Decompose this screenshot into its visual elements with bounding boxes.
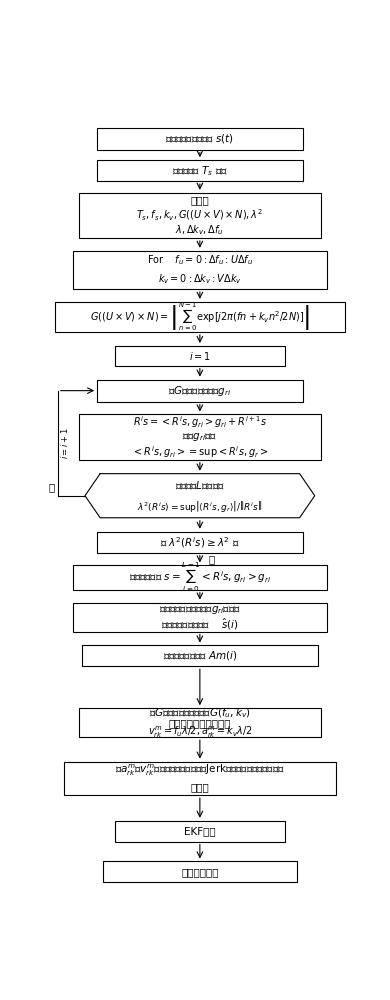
Text: $v_{rk}^m = f_u\lambda/2, a_{rk}^m = k_v\lambda/2$: $v_{rk}^m = f_u\lambda/2, a_{rk}^m = k_v…: [148, 725, 252, 740]
Text: 搜索最大峰値坐标 $Am(i)$: 搜索最大峰値坐标 $Am(i)$: [163, 649, 237, 662]
Text: $\lambda^2(R^i s) = \sup \left|\langle R^i s, g_r\rangle\right|/\left\|R^i s\rig: $\lambda^2(R^i s) = \sup \left|\langle R…: [137, 499, 262, 514]
FancyBboxPatch shape: [79, 193, 321, 238]
Text: 否: 否: [48, 482, 55, 492]
Text: $R^i s = < R^i s, g_{ri} > g_{ri} + R^{i+1} s$: $R^i s = < R^i s, g_{ri} > g_{ri} + R^{i…: [133, 414, 267, 430]
Text: 是: 是: [209, 554, 215, 564]
Text: $i = 1$: $i = 1$: [189, 350, 211, 362]
Text: 当 $\lambda^2(R^i s) \geq \lambda^2$ 时: 当 $\lambda^2(R^i s) \geq \lambda^2$ 时: [160, 535, 240, 550]
Text: 计算出所有匹配的原子$g_{ri}$得到信: 计算出所有匹配的原子$g_{ri}$得到信: [159, 604, 241, 616]
FancyBboxPatch shape: [97, 128, 303, 150]
Text: 将$a_{rk}^m$和$v_{rk}^m$送到数据处理机，采用Jerk模型，确定状态方程和量: 将$a_{rk}^m$和$v_{rk}^m$送到数据处理机，采用Jerk模型，确…: [115, 762, 285, 778]
FancyBboxPatch shape: [115, 821, 285, 842]
FancyBboxPatch shape: [73, 603, 327, 632]
Text: EKF算法: EKF算法: [184, 826, 216, 836]
Text: 测方程: 测方程: [190, 782, 209, 792]
Text: $G\left((U\times V)\times N\right) = \left|\sum_{n=0}^{N-1}\exp[j2\pi(fn + k_v n: $G\left((U\times V)\times N\right) = \le…: [90, 301, 310, 333]
Text: 号的稀疏分解能量图    $\hat{s}(i)$: 号的稀疏分解能量图 $\hat{s}(i)$: [161, 617, 239, 632]
FancyBboxPatch shape: [103, 861, 297, 882]
FancyBboxPatch shape: [73, 565, 327, 590]
Text: 得到径向加速度和速度: 得到径向加速度和速度: [168, 718, 231, 728]
FancyBboxPatch shape: [64, 762, 336, 795]
FancyBboxPatch shape: [82, 645, 318, 666]
Text: 保存分解结果 $s = \sum_{i=0}^{L-1} < R^i s, g_{ri} > g_{ri}$: 保存分解结果 $s = \sum_{i=0}^{L-1} < R^i s, g_…: [129, 561, 271, 594]
FancyBboxPatch shape: [97, 532, 303, 553]
FancyBboxPatch shape: [79, 708, 321, 737]
FancyBboxPatch shape: [55, 302, 345, 332]
Text: 在$G$中需找最佳原子$g_{ri}$: 在$G$中需找最佳原子$g_{ri}$: [168, 384, 232, 398]
Text: $\lambda, \Delta k_v, \Delta f_u$: $\lambda, \Delta k_v, \Delta f_u$: [176, 224, 224, 237]
Polygon shape: [85, 474, 315, 518]
FancyBboxPatch shape: [79, 414, 321, 460]
Text: 其中$g_{ri}$满足: 其中$g_{ri}$满足: [182, 431, 218, 443]
Text: 如果经过$L$步分解有: 如果经过$L$步分解有: [175, 479, 225, 491]
FancyBboxPatch shape: [97, 160, 303, 181]
Text: 以采样间隔 $T_s$ 采样: 以采样间隔 $T_s$ 采样: [172, 164, 228, 178]
FancyBboxPatch shape: [97, 380, 303, 402]
Text: 实现目标跟踪: 实现目标跟踪: [181, 867, 219, 877]
Text: 雷达接收机送出信号 $s(t)$: 雷达接收机送出信号 $s(t)$: [165, 132, 234, 145]
FancyBboxPatch shape: [73, 251, 327, 289]
Text: $< R^i s, g_{ri}> = \sup < R^i s, g_r >$: $< R^i s, g_{ri}> = \sup < R^i s, g_r >$: [132, 444, 268, 460]
Text: $T_s, f_s, k_v, G\left((U\times V)\times N\right), \lambda^2$: $T_s, f_s, k_v, G\left((U\times V)\times…: [136, 208, 263, 223]
Text: $i = i+1$: $i = i+1$: [59, 427, 70, 459]
Text: $k_v = 0: \Delta k_v: V\Delta k_v$: $k_v = 0: \Delta k_v: V\Delta k_v$: [158, 273, 242, 286]
Text: 初始化: 初始化: [190, 195, 209, 205]
Text: For    $f_u = 0: \Delta f_u: U\Delta f_u$: For $f_u = 0: \Delta f_u: U\Delta f_u$: [147, 253, 253, 267]
FancyBboxPatch shape: [115, 346, 285, 366]
Text: 在$G$中查找此坐标的位置$G(f_u, k_v)$: 在$G$中查找此坐标的位置$G(f_u, k_v)$: [149, 706, 251, 720]
